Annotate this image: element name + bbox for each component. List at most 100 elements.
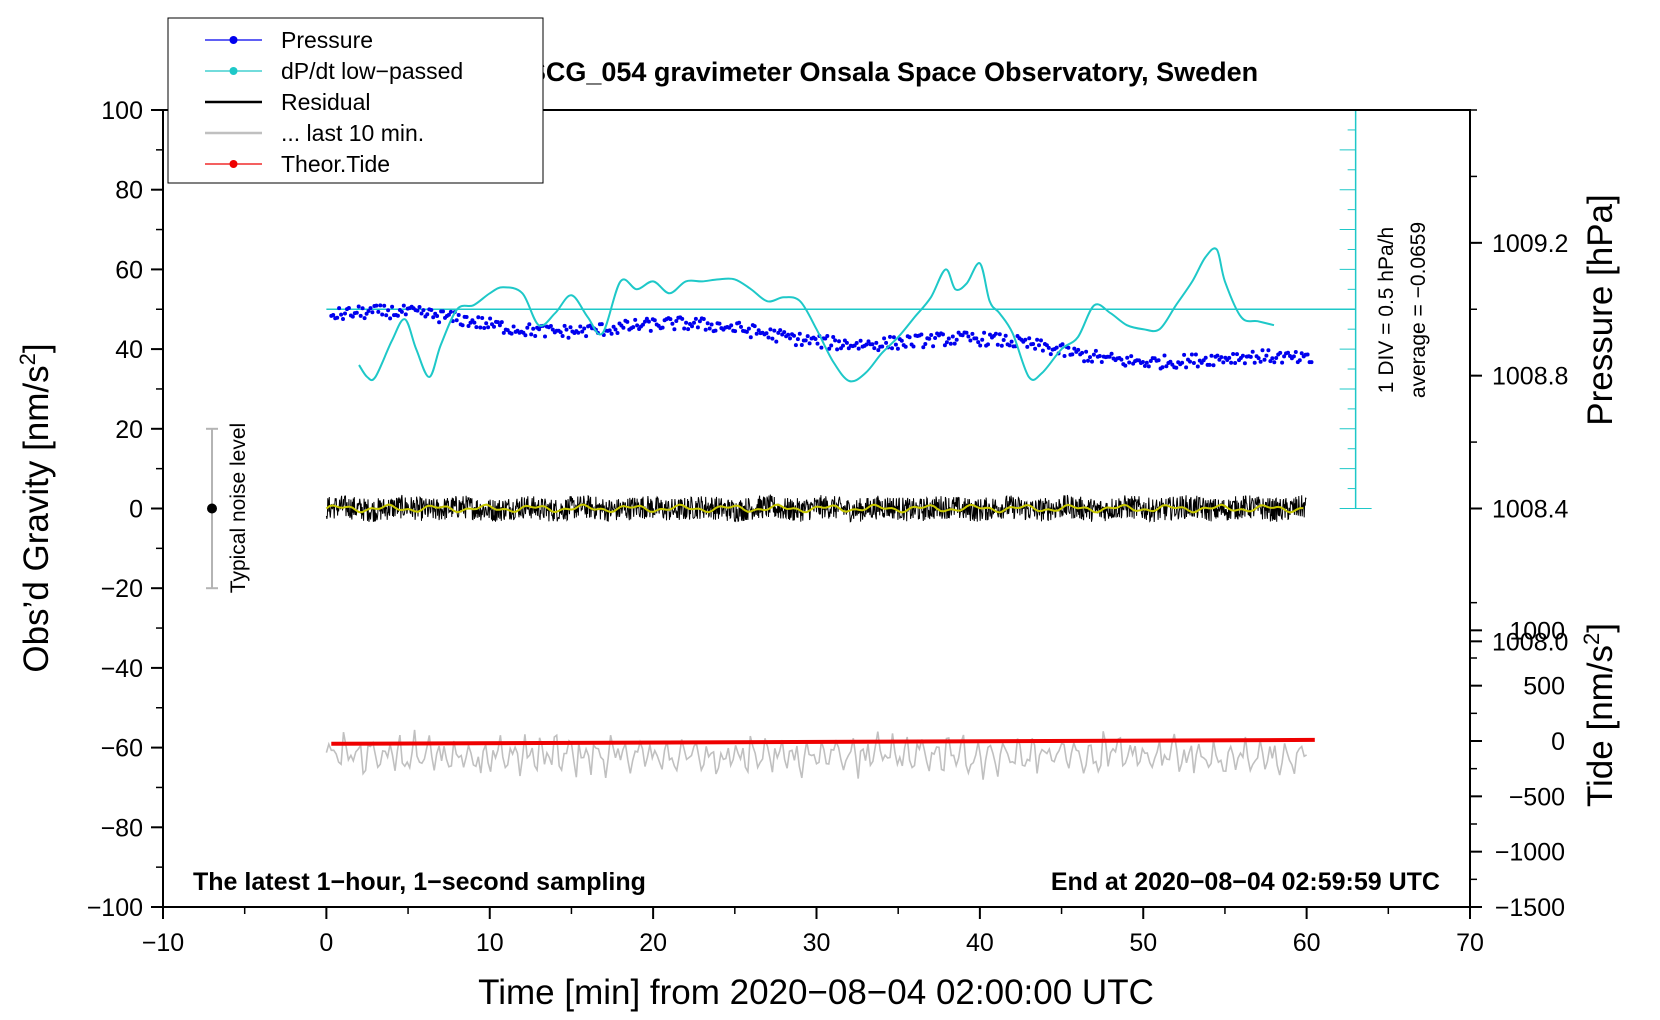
pressure-point	[793, 343, 798, 348]
pressure-point	[1256, 356, 1261, 361]
pressure-point	[1140, 360, 1145, 364]
pressure-point	[370, 310, 375, 315]
pressure-point	[652, 318, 657, 323]
pressure-point	[950, 334, 955, 339]
pressure-point	[631, 325, 636, 330]
pressure-point	[903, 344, 908, 349]
pressure-point	[339, 312, 344, 317]
pressure-point	[968, 338, 973, 343]
pressure-point	[672, 327, 677, 332]
pressure-point	[1125, 355, 1130, 360]
pressure-point	[978, 343, 983, 348]
pressure-point	[907, 335, 912, 340]
x-tick-label: 50	[1129, 929, 1157, 957]
pressure-point	[997, 332, 1002, 337]
pressure-point	[560, 334, 565, 338]
pressure-point	[1037, 343, 1041, 348]
pressure-point	[766, 335, 771, 340]
pressure-point	[788, 336, 792, 341]
pressure-point	[1278, 350, 1283, 355]
pressure-point	[986, 342, 990, 347]
pressure-point	[1184, 365, 1189, 370]
y-tick-label: 0	[129, 496, 143, 524]
y-axis-label-pressure: Pressure [hPa]	[1581, 194, 1620, 426]
pressure-point	[1090, 359, 1094, 364]
pressure-point	[1048, 352, 1053, 357]
pressure-point	[390, 304, 395, 309]
residual-smoothed-line	[325, 503, 1304, 514]
pressure-point	[729, 323, 734, 328]
pressure-point	[1242, 361, 1247, 366]
pressure-point	[929, 333, 934, 337]
pressure-point	[866, 339, 871, 344]
pressure-point	[999, 343, 1004, 348]
pressure-point	[564, 327, 569, 332]
pressure-point	[1215, 353, 1220, 358]
pressure-point	[607, 328, 612, 333]
pressure-point	[625, 319, 630, 324]
pressure-point	[331, 313, 336, 317]
legend-marker	[229, 36, 238, 44]
pressure-point	[744, 329, 749, 334]
pressure-point	[964, 330, 969, 335]
x-tick-label: 30	[803, 929, 831, 957]
pressure-point	[1082, 359, 1087, 364]
pressure-point	[525, 325, 530, 330]
legend-box	[167, 17, 544, 184]
pressure-point	[474, 325, 479, 330]
pressure-point	[1203, 355, 1208, 360]
pressure-point	[582, 326, 587, 331]
pressure-point	[403, 312, 408, 317]
pressure-point	[480, 316, 485, 320]
pressure-point	[1248, 354, 1253, 359]
pressure-point	[995, 342, 1000, 347]
pressure-point	[980, 337, 985, 342]
y-axis-pressure: 1008.0 1008.4 1008.8 1009.2	[1470, 109, 1569, 656]
pressure-point	[795, 337, 800, 342]
pressure-point	[366, 309, 371, 313]
pressure-point	[1060, 342, 1065, 347]
pressure-point	[829, 343, 834, 348]
pressure-point	[911, 344, 916, 349]
pressure-point	[580, 329, 585, 334]
pressure-point	[1266, 348, 1271, 353]
pressure-point	[497, 323, 502, 328]
pressure-point	[660, 325, 665, 330]
noise-label: Typical noise level	[227, 423, 250, 593]
x-axis: −10 0 10 20 30 40 50 60 70	[142, 907, 1484, 957]
pressure-point	[919, 332, 924, 337]
pressure-point	[941, 332, 945, 337]
pressure-point	[523, 333, 528, 338]
pressure-point	[1088, 355, 1092, 360]
pressure-point	[974, 336, 979, 341]
pressure-point	[380, 312, 385, 317]
pressure-point	[1009, 339, 1014, 344]
pressure-point	[835, 347, 840, 352]
pressure-point	[388, 316, 393, 321]
pressure-point	[568, 325, 573, 330]
dp-scale-label-div: 1 DIV = 0.5 hPa/h	[1375, 227, 1398, 393]
pressure-point	[827, 346, 832, 351]
y-tick-label: −100	[87, 894, 143, 922]
tide-tick-label: 500	[1523, 673, 1565, 701]
pressure-point	[1164, 364, 1169, 369]
pressure-point	[395, 313, 400, 318]
typical-noise-bar	[206, 427, 219, 590]
pressure-point	[1003, 333, 1008, 338]
annotation-end-time: End at 2020−08−04 02:59:59 UTC	[1051, 868, 1440, 896]
pressure-point	[717, 321, 722, 326]
series-pressure	[329, 303, 1314, 371]
pressure-point	[1107, 354, 1112, 359]
pressure-point	[825, 334, 830, 338]
series-residual-smoothed	[325, 503, 1304, 514]
pressure-point	[529, 332, 534, 337]
pressure-point	[893, 342, 898, 347]
y-tick-label: −60	[101, 735, 143, 763]
pressure-point	[613, 327, 618, 332]
pressure-point	[772, 328, 777, 333]
pressure-point	[695, 325, 700, 330]
pressure-point	[576, 330, 581, 335]
series-last-10-min	[325, 729, 1308, 780]
pressure-point	[378, 303, 383, 308]
pressure-point	[417, 305, 422, 309]
